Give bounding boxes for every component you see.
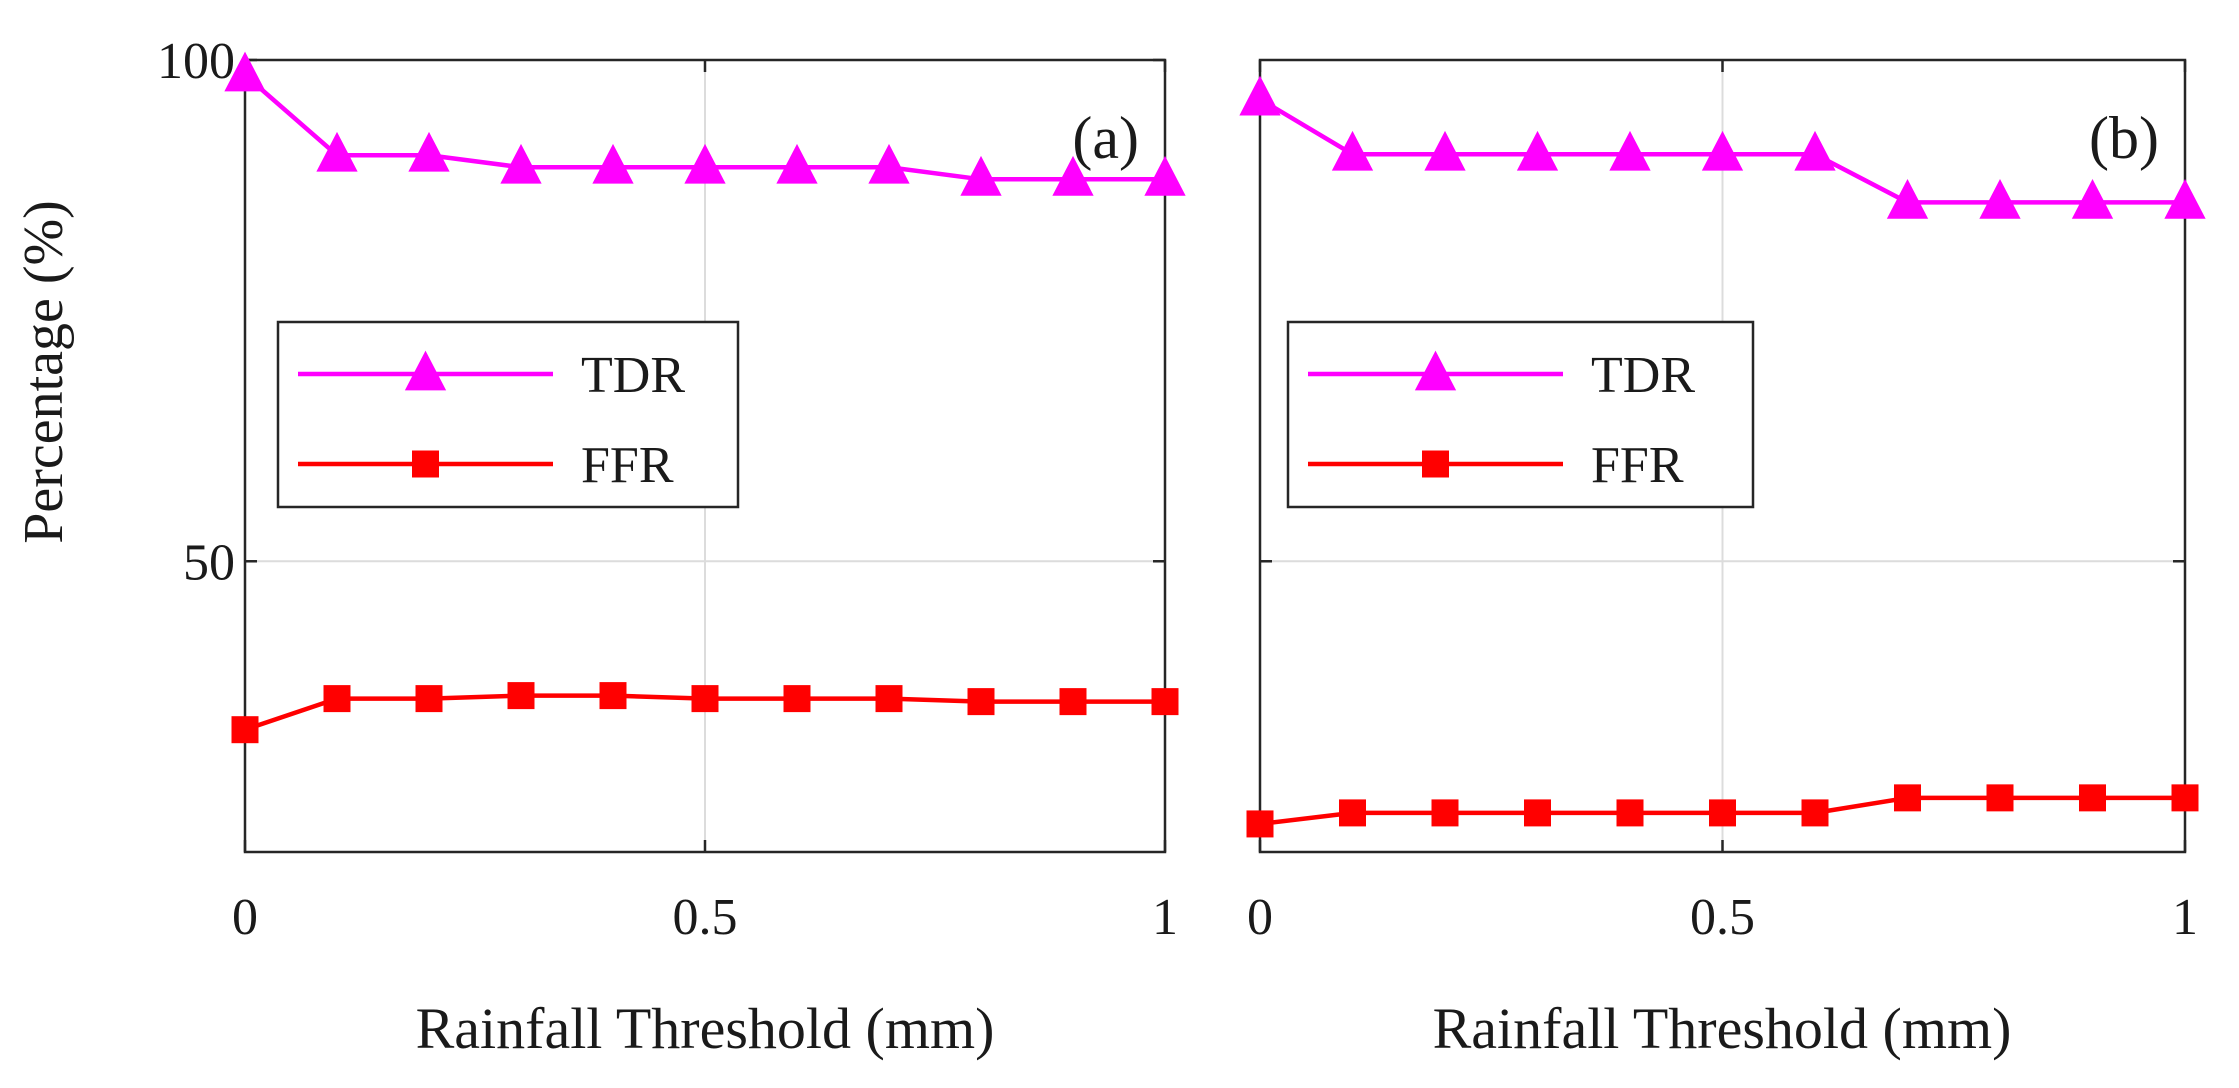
point-tdr-a-5 <box>684 143 726 184</box>
legend-a: TDR FFR <box>276 320 740 509</box>
point-ffr-b-9 <box>2079 784 2106 812</box>
point-ffr-b-10 <box>2171 784 2199 812</box>
legend-label-tdr-a: TDR <box>581 347 685 404</box>
legend-marker-tdr-a <box>404 350 447 391</box>
point-ffr-b-8 <box>1986 784 2014 812</box>
x-tick-label-b-0: 0 <box>1247 889 1273 946</box>
point-ffr-a-7 <box>875 685 903 713</box>
x-tick-label-b-2: 1 <box>2172 889 2198 946</box>
point-tdr-b-2 <box>1424 130 1466 171</box>
point-ffr-a-0 <box>231 716 259 744</box>
point-ffr-a-2 <box>415 685 443 713</box>
y-tick-label-a-1: 100 <box>157 33 235 90</box>
point-tdr-b-3 <box>1516 130 1559 171</box>
point-ffr-b-0 <box>1246 810 1274 838</box>
point-tdr-b-7 <box>1886 178 1929 219</box>
y-axis-label: Percentage (%) <box>13 200 75 544</box>
point-tdr-b-0 <box>1239 75 1281 116</box>
point-ffr-a-5 <box>691 685 719 713</box>
point-ffr-b-5 <box>1709 799 1736 827</box>
point-tdr-b-5 <box>1701 130 1744 171</box>
point-tdr-a-7 <box>868 143 910 184</box>
legend-box-b <box>1286 320 1755 509</box>
point-ffr-a-8 <box>967 688 995 716</box>
point-ffr-b-3 <box>1524 799 1551 827</box>
legend-box-a <box>276 320 740 509</box>
point-ffr-b-6 <box>1801 799 1829 827</box>
point-tdr-a-0 <box>224 51 266 92</box>
legend-marker-tdr-b <box>1414 350 1457 391</box>
y-tick-label-a-0: 50 <box>183 534 235 591</box>
point-ffr-b-1 <box>1339 799 1366 827</box>
point-tdr-a-1 <box>316 131 358 172</box>
point-tdr-a-2 <box>408 131 450 172</box>
x-axis-label-b: Rainfall Threshold (mm) <box>1433 996 2012 1061</box>
point-tdr-b-9 <box>2071 178 2114 219</box>
panel-a: 0 0.5 1 50 100 TDR FFR (a) Rainfall Threshold (m… <box>157 33 1186 1061</box>
point-tdr-a-10 <box>1144 155 1186 196</box>
legend-marker-ffr-b <box>1422 450 1449 478</box>
panel-label-b: (b) <box>2089 105 2159 171</box>
point-tdr-b-8 <box>1979 178 2021 219</box>
legend-label-ffr-a: FFR <box>581 437 674 494</box>
point-ffr-a-9 <box>1059 688 1087 716</box>
point-ffr-b-4 <box>1616 799 1644 827</box>
point-ffr-a-10 <box>1151 688 1179 716</box>
point-ffr-a-6 <box>783 685 811 713</box>
point-tdr-a-4 <box>592 143 634 184</box>
point-tdr-a-3 <box>500 143 542 184</box>
point-tdr-b-6 <box>1794 130 1836 171</box>
x-tick-label-a-0: 0 <box>232 889 258 946</box>
x-tick-label-b-1: 0.5 <box>1690 889 1755 946</box>
point-ffr-b-2 <box>1431 799 1459 827</box>
legend-b: TDR FFR <box>1286 320 1755 509</box>
x-axis-label-a: Rainfall Threshold (mm) <box>416 996 995 1061</box>
legend-label-ffr-b: FFR <box>1591 437 1684 494</box>
legend-label-tdr-b: TDR <box>1591 347 1695 404</box>
legend-marker-ffr-a <box>412 450 439 478</box>
point-tdr-a-6 <box>776 143 818 184</box>
point-ffr-a-4 <box>599 682 627 710</box>
point-ffr-a-1 <box>323 685 351 713</box>
panel-label-a: (a) <box>1072 105 1139 171</box>
point-ffr-a-3 <box>507 682 535 710</box>
point-tdr-a-8 <box>960 155 1002 196</box>
point-tdr-b-1 <box>1331 130 1374 171</box>
point-tdr-a-9 <box>1052 155 1094 196</box>
point-ffr-b-7 <box>1894 784 1921 812</box>
panel-b: 0 0.5 1 TDR FFR (b) Rainfall Threshold (mm) <box>1239 58 2206 1061</box>
point-tdr-b-4 <box>1609 130 1651 171</box>
x-tick-label-a-2: 1 <box>1152 889 1178 946</box>
point-tdr-b-10 <box>2164 178 2206 219</box>
x-tick-label-a-1: 0.5 <box>673 889 738 946</box>
